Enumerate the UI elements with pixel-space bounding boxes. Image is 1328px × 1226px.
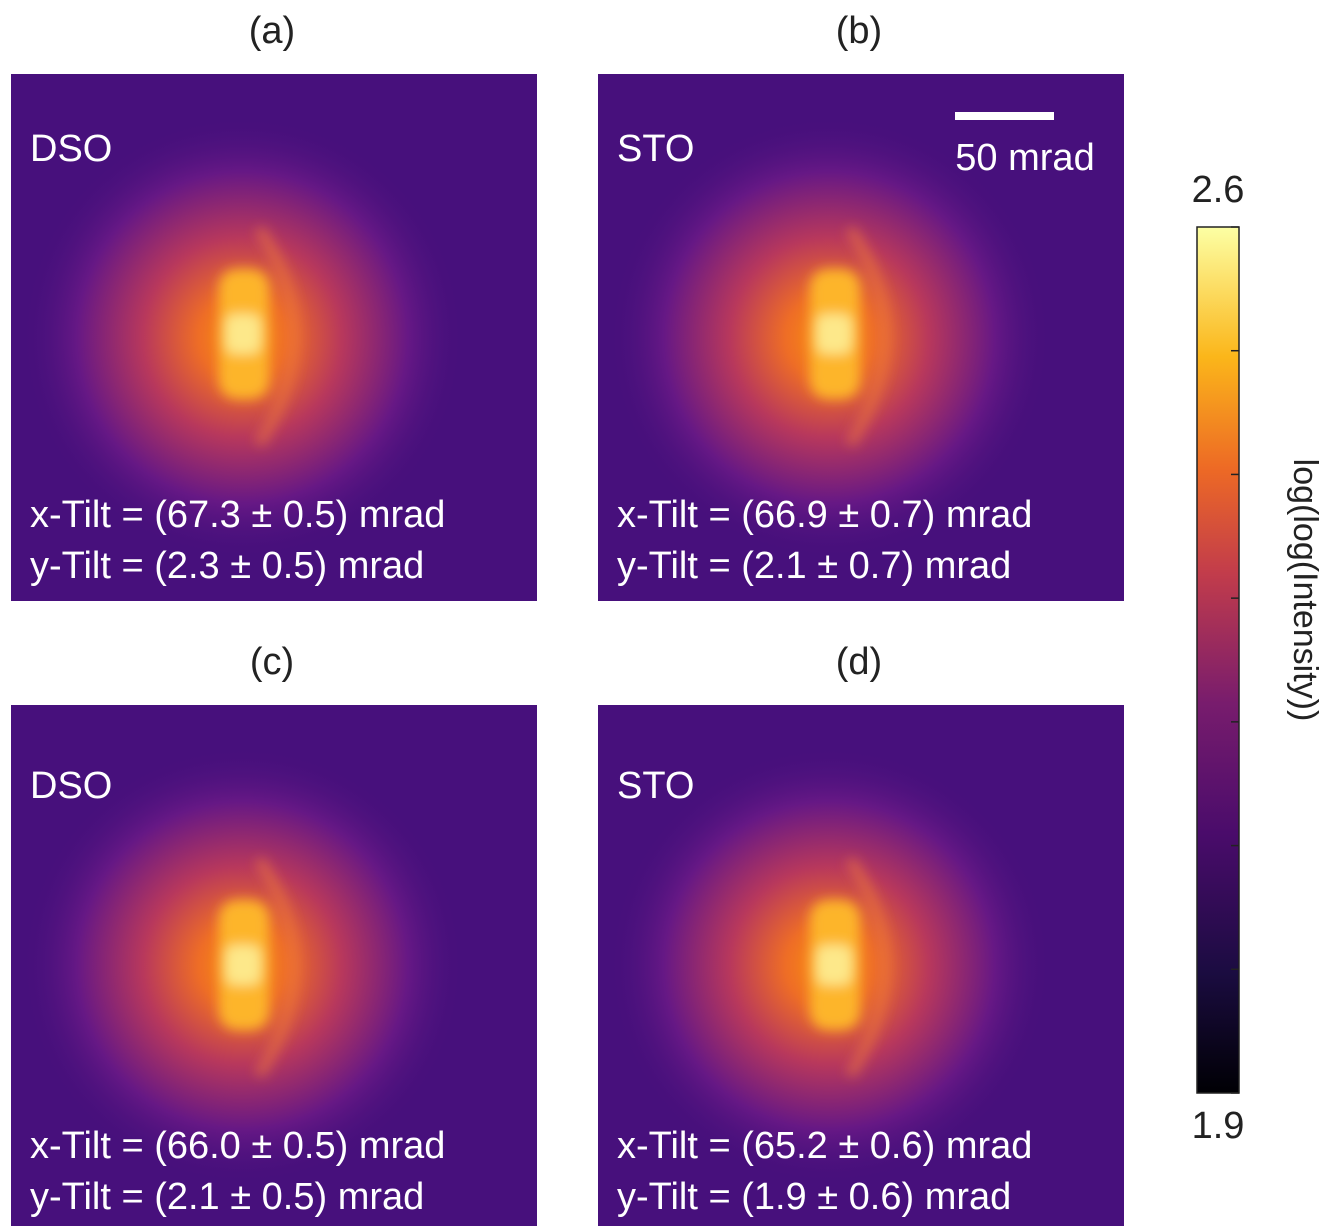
scale-bar bbox=[955, 112, 1054, 120]
figure: (a) DSO x-Tilt = (67.3 ± 0.5) mrad y-Tilt =… bbox=[0, 0, 1328, 1226]
y-tilt: y-Tilt = (2.3 ± 0.5) mrad bbox=[30, 545, 424, 587]
y-tilt: y-Tilt = (2.1 ± 0.5) mrad bbox=[30, 1176, 424, 1218]
y-tilt: y-Tilt = (1.9 ± 0.6) mrad bbox=[617, 1176, 1011, 1218]
x-tilt: x-Tilt = (67.3 ± 0.5) mrad bbox=[30, 494, 445, 536]
x-tilt: x-Tilt = (65.2 ± 0.6) mrad bbox=[617, 1125, 1032, 1167]
material: DSO bbox=[30, 765, 112, 807]
colorbar-min: 1.9 bbox=[1192, 1105, 1245, 1147]
core-hot bbox=[816, 314, 852, 354]
colorbar bbox=[1197, 227, 1239, 1093]
panel-label: (a) bbox=[249, 10, 295, 52]
core-hot bbox=[816, 945, 852, 985]
core-hot bbox=[225, 314, 261, 354]
colorbar-label: log(log(Intensity)) bbox=[1286, 459, 1324, 722]
material: STO bbox=[617, 765, 694, 807]
material: DSO bbox=[30, 128, 112, 170]
panel-label: (d) bbox=[836, 641, 882, 683]
panel-label: (b) bbox=[836, 10, 882, 52]
material: STO bbox=[617, 128, 694, 170]
x-tilt: x-Tilt = (66.0 ± 0.5) mrad bbox=[30, 1125, 445, 1167]
colorbar-max: 2.6 bbox=[1192, 169, 1245, 211]
y-tilt: y-Tilt = (2.1 ± 0.7) mrad bbox=[617, 545, 1011, 587]
panel-label: (c) bbox=[250, 641, 294, 683]
scale-bar-label: 50 mrad bbox=[955, 137, 1094, 179]
core-hot bbox=[225, 945, 261, 985]
x-tilt: x-Tilt = (66.9 ± 0.7) mrad bbox=[617, 494, 1032, 536]
